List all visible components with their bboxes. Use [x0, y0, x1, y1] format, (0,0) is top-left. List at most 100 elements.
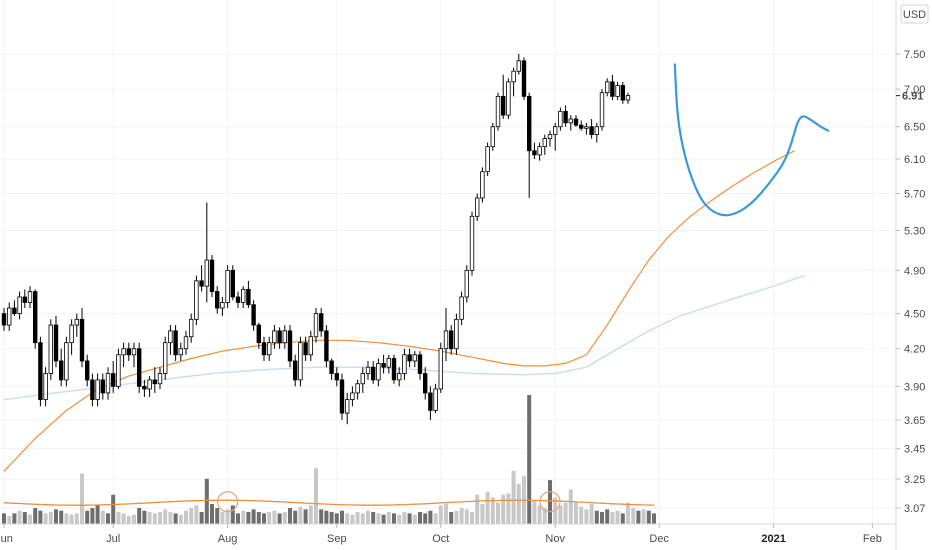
candle	[521, 57, 527, 101]
candle-body	[100, 379, 105, 394]
y-tick-label: 4.20	[904, 344, 925, 356]
candle	[225, 265, 230, 309]
volume-bar	[178, 514, 183, 524]
candle-body	[344, 399, 350, 414]
candle	[287, 325, 293, 368]
candle-body	[261, 342, 267, 356]
candle	[422, 367, 428, 400]
volume-bar	[626, 502, 630, 524]
candle-body	[256, 324, 261, 344]
candle-body	[605, 81, 610, 94]
candle-body	[594, 126, 599, 136]
volume-bar	[506, 493, 511, 524]
volume-bar	[345, 513, 350, 524]
candle	[22, 289, 27, 309]
cup-curve-line	[673, 63, 830, 217]
candle	[428, 386, 433, 421]
candle-body	[95, 379, 100, 400]
candle	[282, 325, 287, 349]
volume-bar	[215, 508, 220, 524]
volume-bar	[38, 510, 43, 524]
candle	[474, 193, 480, 221]
candle	[90, 373, 95, 407]
volume-bar	[168, 512, 173, 524]
volume-bar	[334, 513, 339, 524]
candle-body	[500, 95, 506, 116]
candle-body	[584, 126, 589, 129]
volume-bar	[126, 516, 131, 524]
x-tick-label: Oct	[432, 533, 449, 545]
candle	[251, 300, 256, 331]
y-tick-label: 3.90	[904, 381, 925, 393]
candle	[610, 74, 615, 101]
candle	[298, 336, 303, 387]
volume-bar	[360, 513, 365, 524]
candle	[178, 342, 183, 361]
candle	[495, 92, 501, 131]
volume-bars	[2, 394, 656, 524]
y-tick-label: 6.10	[904, 154, 925, 166]
volume-bar	[100, 510, 105, 524]
volume-bar	[605, 509, 610, 524]
volume-bar	[256, 512, 261, 524]
volume-bar	[111, 494, 116, 524]
candle	[490, 122, 495, 151]
volume-bar	[381, 514, 386, 524]
candle-body	[573, 118, 579, 126]
candle-body	[199, 280, 204, 287]
candle-body	[183, 336, 189, 350]
candle	[563, 105, 568, 127]
price-axis[interactable]: 3.07 3.25 3.45 3.65 3.90 4.20 4.50 4.90 5.30 5.70…	[895, 0, 925, 550]
volume-bar	[173, 513, 178, 524]
candle-body	[568, 118, 573, 124]
currency-badge[interactable]: USD	[900, 4, 929, 24]
candle-body	[162, 342, 168, 374]
candle	[480, 167, 485, 203]
volume-moving-average	[3, 491, 654, 513]
candle-body	[90, 379, 95, 400]
candle-body	[386, 358, 391, 368]
volume-bar	[17, 510, 22, 524]
candle	[506, 78, 511, 119]
candle-body	[17, 296, 22, 315]
candle	[204, 202, 209, 303]
candle	[396, 367, 402, 387]
candle	[386, 354, 391, 374]
candle-body	[209, 259, 215, 292]
volume-bar	[267, 512, 272, 524]
x-tick-label: Nov	[545, 533, 565, 545]
volume-bar	[210, 504, 214, 524]
candle	[537, 142, 542, 161]
x-tick-label: Jun	[0, 533, 13, 545]
candle	[111, 360, 116, 393]
volume-bar	[548, 480, 552, 524]
volume-bar	[355, 512, 360, 524]
candle-body	[79, 318, 85, 362]
candle-body	[396, 373, 402, 381]
candle-body	[152, 379, 157, 385]
candle	[448, 325, 454, 355]
volume-bar	[568, 489, 573, 524]
candle-body	[485, 146, 490, 173]
volume-bar	[314, 468, 318, 524]
candle-body	[220, 302, 225, 309]
candle-body	[376, 363, 381, 381]
candle-body	[240, 288, 246, 303]
candle-body	[173, 330, 178, 356]
candle	[209, 255, 215, 297]
volume-bar	[392, 513, 396, 524]
candle-body	[474, 197, 480, 217]
volume-bar	[501, 494, 506, 524]
volume-bar	[329, 512, 334, 524]
time-axis[interactable]: Jun Jul Aug Sep Oct Nov Dec 2021 Feb	[0, 523, 896, 545]
volume-bar	[324, 510, 329, 524]
volume-bar	[620, 513, 625, 524]
volume-bar	[80, 473, 84, 524]
volume-bar	[189, 508, 194, 524]
volume-bar	[288, 508, 292, 524]
candle-body	[365, 366, 371, 374]
candlesticks	[1, 54, 631, 425]
candle	[594, 122, 599, 143]
volume-bar	[397, 514, 402, 524]
